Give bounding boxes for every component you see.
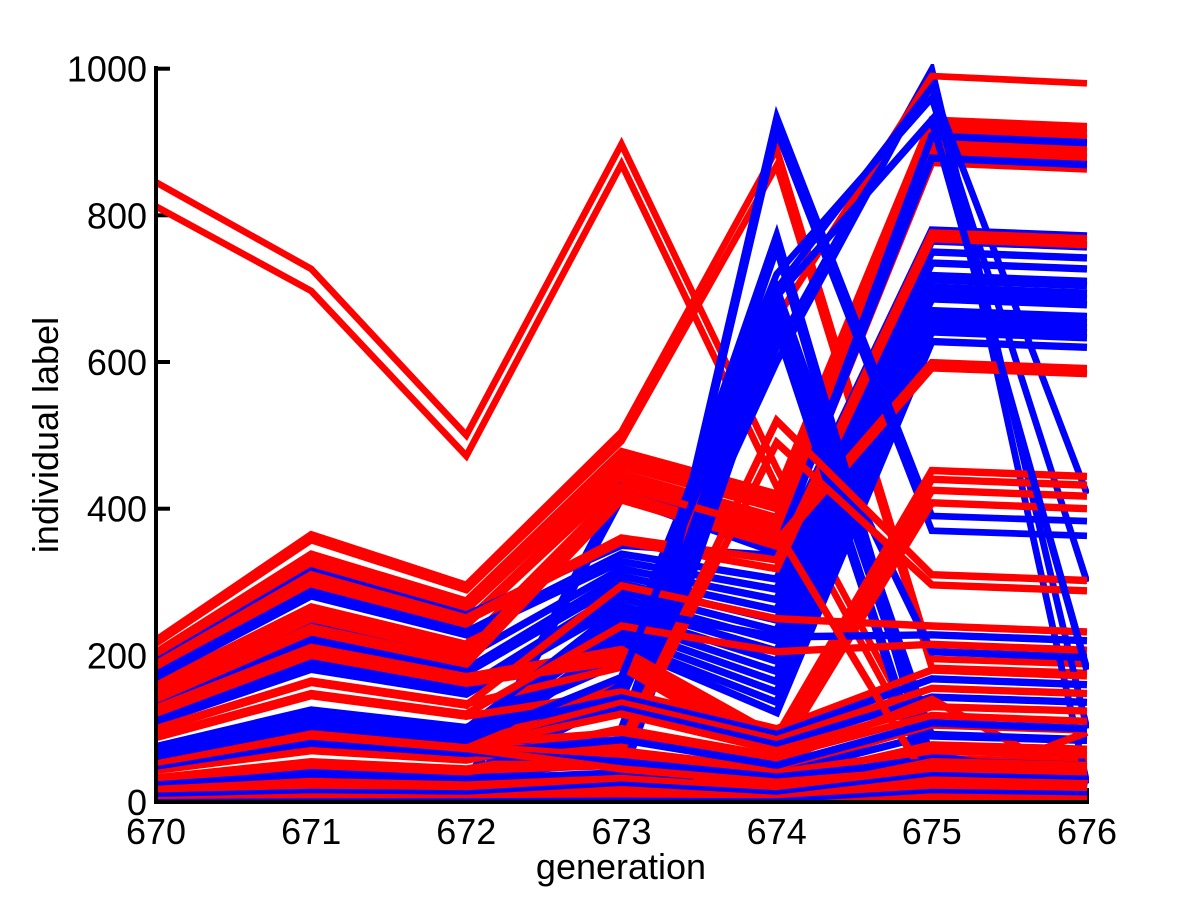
svg-text:400: 400	[87, 489, 147, 530]
svg-text:673: 673	[591, 811, 651, 852]
svg-text:671: 671	[281, 811, 341, 852]
svg-text:675: 675	[902, 811, 962, 852]
svg-text:600: 600	[87, 342, 147, 383]
svg-text:individual label: individual label	[25, 317, 66, 553]
svg-text:676: 676	[1057, 811, 1117, 852]
svg-text:800: 800	[87, 195, 147, 236]
svg-text:200: 200	[87, 635, 147, 676]
svg-text:672: 672	[436, 811, 496, 852]
svg-text:674: 674	[747, 811, 807, 852]
svg-text:generation: generation	[536, 846, 706, 887]
svg-text:1000: 1000	[67, 49, 147, 90]
svg-text:0: 0	[127, 782, 147, 823]
svg-text:670: 670	[126, 811, 186, 852]
